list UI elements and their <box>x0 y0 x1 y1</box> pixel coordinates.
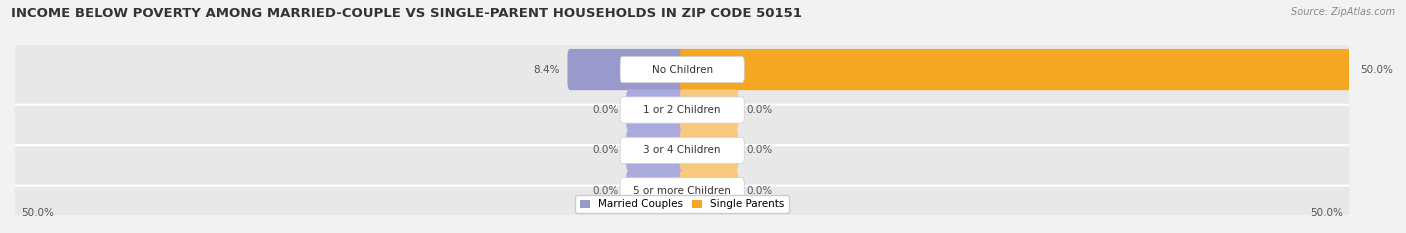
Text: 0.0%: 0.0% <box>592 186 619 196</box>
FancyBboxPatch shape <box>626 89 685 131</box>
Text: 0.0%: 0.0% <box>747 145 772 155</box>
FancyBboxPatch shape <box>11 156 1354 226</box>
FancyBboxPatch shape <box>679 89 738 131</box>
FancyBboxPatch shape <box>679 130 738 171</box>
FancyBboxPatch shape <box>620 97 744 123</box>
FancyBboxPatch shape <box>626 130 685 171</box>
FancyBboxPatch shape <box>679 49 1353 90</box>
Legend: Married Couples, Single Parents: Married Couples, Single Parents <box>575 195 789 213</box>
Text: 50.0%: 50.0% <box>1360 65 1393 75</box>
Text: 0.0%: 0.0% <box>747 186 772 196</box>
Text: 5 or more Children: 5 or more Children <box>633 186 731 196</box>
Text: 3 or 4 Children: 3 or 4 Children <box>644 145 721 155</box>
FancyBboxPatch shape <box>679 170 738 212</box>
Text: 0.0%: 0.0% <box>747 105 772 115</box>
FancyBboxPatch shape <box>11 115 1354 186</box>
FancyBboxPatch shape <box>620 178 744 204</box>
FancyBboxPatch shape <box>568 49 685 90</box>
Text: 0.0%: 0.0% <box>592 145 619 155</box>
Text: 0.0%: 0.0% <box>592 105 619 115</box>
Text: 50.0%: 50.0% <box>21 208 55 218</box>
Text: 8.4%: 8.4% <box>533 65 560 75</box>
Text: 1 or 2 Children: 1 or 2 Children <box>644 105 721 115</box>
Text: 50.0%: 50.0% <box>1310 208 1343 218</box>
FancyBboxPatch shape <box>620 56 744 83</box>
Text: No Children: No Children <box>651 65 713 75</box>
FancyBboxPatch shape <box>11 34 1354 105</box>
FancyBboxPatch shape <box>626 170 685 212</box>
FancyBboxPatch shape <box>11 75 1354 145</box>
Text: INCOME BELOW POVERTY AMONG MARRIED-COUPLE VS SINGLE-PARENT HOUSEHOLDS IN ZIP COD: INCOME BELOW POVERTY AMONG MARRIED-COUPL… <box>11 7 801 20</box>
FancyBboxPatch shape <box>620 137 744 164</box>
Text: Source: ZipAtlas.com: Source: ZipAtlas.com <box>1291 7 1395 17</box>
